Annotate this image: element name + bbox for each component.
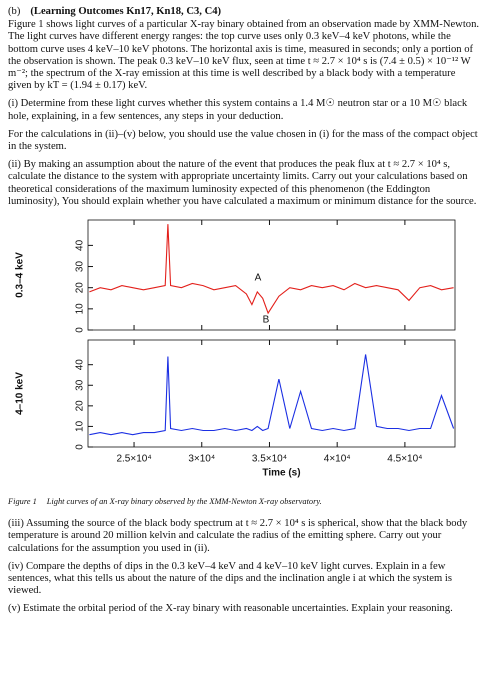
paragraph: For the calculations in (ii)–(v) below, … [8, 128, 478, 153]
plot-frame [87, 219, 456, 331]
x-tick-label: 3.5×10⁴ [252, 454, 287, 465]
y-tick-label: 30 [75, 379, 86, 391]
page: (b) (Learning Outcomes Kn17, Kn18, C3, C4… [8, 6, 480, 615]
light-curve [89, 224, 454, 315]
light-curve [89, 354, 455, 436]
part-label: (b) [8, 6, 21, 17]
y-tick-label: 20 [75, 400, 86, 412]
y-tick-label: 30 [75, 261, 86, 273]
annotation: B [263, 315, 270, 326]
plot-frame [87, 339, 456, 448]
question: (ii) By making an assumption about the n… [8, 159, 477, 207]
figure: 0 10 20 30 40 0.3–4 keV A B 0 10 20 30 40 2.5×10⁴ 3×10… [15, 219, 456, 479]
x-tick-label: 4.5×10⁴ [387, 454, 422, 465]
paragraph: Figure 1 shows light curves of a particu… [8, 19, 480, 92]
question: (iv) Compare the depths of dips in the 0… [8, 560, 452, 597]
question: (i) Determine from these light curves wh… [8, 98, 468, 122]
y-axis-label: 4–10 keV [15, 372, 26, 415]
caption: Figure 1 Light curves of an X-ray binary … [8, 496, 479, 508]
question: (iii) Assuming the source of the black b… [8, 518, 468, 554]
caption-label: Figure 1 [8, 497, 37, 507]
heading: (Learning Outcomes Kn17, Kn18, C3, C4) [30, 6, 222, 17]
y-tick-label: 20 [75, 282, 86, 294]
annotation: A [255, 273, 262, 284]
x-tick-label: 2.5×10⁴ [116, 454, 151, 465]
caption-text: Light curves of an X-ray binary observed… [46, 497, 322, 507]
x-tick-label: 3×10⁴ [188, 454, 215, 465]
question: (v) Estimate the orbital period of the X… [8, 603, 453, 615]
y-tick-label: 0 [75, 327, 86, 333]
y-axis-label: 0.3–4 keV [15, 252, 26, 298]
x-axis-label: Time (s) [262, 468, 300, 479]
header: (b) (Learning Outcomes Kn17, Kn18, C3, C4… [8, 6, 479, 18]
y-tick-label: 10 [75, 303, 86, 315]
x-tick-label: 4×10⁴ [324, 454, 351, 465]
y-tick-label: 10 [75, 420, 86, 432]
y-tick-label: 40 [75, 359, 86, 371]
y-tick-label: 40 [75, 239, 86, 251]
y-tick-label: 0 [75, 444, 86, 450]
